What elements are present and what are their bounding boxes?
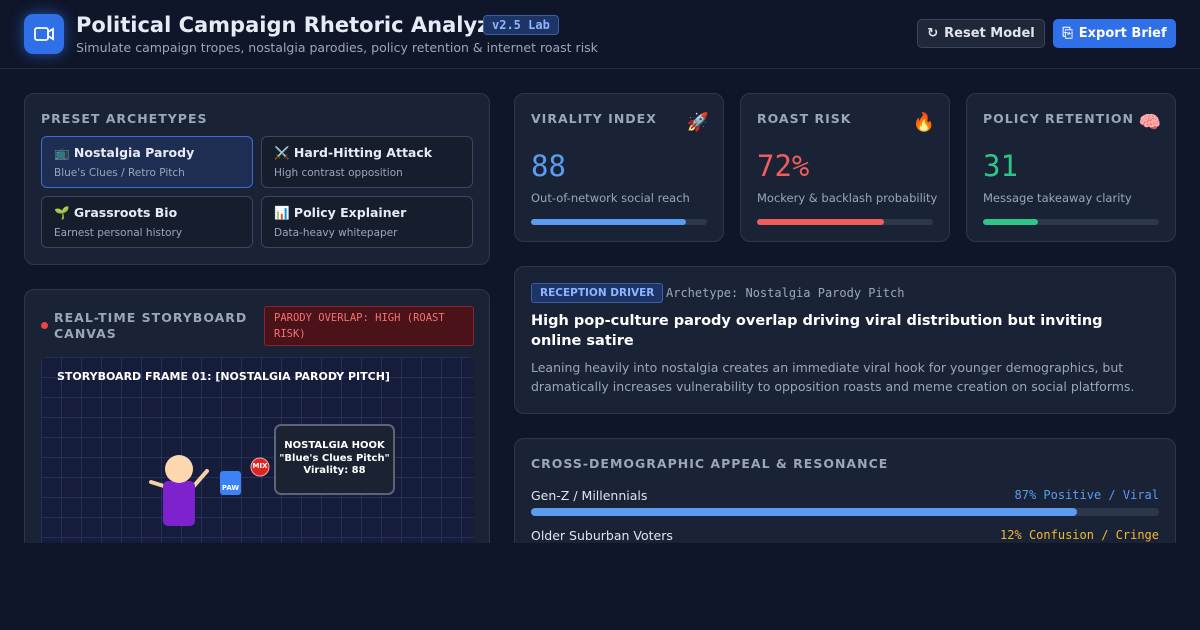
card-title: CROSS-DEMOGRAPHIC APPEAL & RESONANCE (531, 456, 889, 471)
progress-fill (757, 219, 884, 225)
button-label: Reset Model (944, 26, 1035, 41)
metric-icon: 🔥 (912, 112, 935, 133)
metric-card: POLICY RETENTION 🧠 31 Message takeaway clar… (966, 93, 1176, 242)
archetype-label: Archetype: Nostalgia Parody Pitch (666, 286, 905, 300)
metric-title: POLICY RETENTION (983, 111, 1134, 126)
metric-caption: Out-of-network social reach (531, 191, 690, 205)
alert-badge: PARODY OVERLAP: HIGH (ROAST RISK) (264, 306, 474, 346)
card-title: PRESET ARCHETYPES (41, 111, 208, 126)
version-badge: v2.5 Lab (483, 15, 559, 35)
metric-card: VIRALITY INDEX 🚀 88 Out-of-network social r… (514, 93, 724, 242)
storyboard-frame: STORYBOARD FRAME 01: [NOSTALGIA PARODY P… (41, 357, 474, 543)
preset-sub: Earnest personal history (54, 227, 183, 239)
driver-body: Leaning heavily into nostalgia creates a… (531, 360, 1135, 394)
preset-sub: Data-heavy whitepaper (274, 227, 398, 239)
metric-value: 72% (757, 149, 810, 183)
card-title: REAL-TIME STORYBOARD CANVAS (54, 310, 248, 341)
demo-name: Older Suburban Voters (531, 528, 673, 543)
metric-title: ROAST RISK (757, 111, 852, 126)
metric-title: VIRALITY INDEX (531, 111, 657, 126)
metric-icon: 🧠 (1138, 112, 1161, 133)
preset-option[interactable]: 📊 Policy Explainer Data-heavy whitepaper (261, 196, 473, 248)
paw-label: PAW (221, 484, 240, 492)
preset-label: 📺 Nostalgia Parody (54, 145, 195, 160)
demo-value: 87% Positive / Viral (1014, 488, 1160, 502)
preset-sub: Blue's Clues / Retro Pitch (54, 167, 185, 179)
preset-label: ⚔️ Hard-Hitting Attack (274, 145, 433, 160)
demo-name: Gen-Z / Millennials (531, 488, 648, 503)
reset-button[interactable]: ↻ Reset Model (917, 19, 1045, 48)
progress-fill (983, 219, 1038, 225)
progress-fill (531, 508, 1078, 516)
preset-label: 📊 Policy Explainer (274, 205, 407, 220)
app-icon (24, 14, 64, 54)
metric-caption: Message takeaway clarity (983, 191, 1132, 205)
metric-value: 88 (531, 149, 566, 183)
hook-title: NOSTALGIA HOOK (284, 440, 385, 451)
frame-title: STORYBOARD FRAME 01: [NOSTALGIA PARODY P… (57, 370, 390, 383)
progress-track (531, 219, 707, 225)
driver-headline: High pop-culture parody overlap driving … (531, 313, 1103, 349)
mix-sign (250, 457, 270, 477)
driver-card: RECEPTION DRIVER Archetype: Nostalgia Pa… (514, 266, 1176, 414)
storyboard-art (149, 455, 270, 526)
paw-sign (220, 471, 241, 495)
preset-label: 🌱 Grassroots Bio (54, 205, 178, 220)
metric-icon: 🚀 (686, 112, 709, 133)
storyboard-card: REAL-TIME STORYBOARD CANVAS PARODY OVERL… (24, 289, 490, 543)
metric-card: ROAST RISK 🔥 72% Mockery & backlash probabi… (740, 93, 950, 242)
preset-option[interactable]: 🌱 Grassroots Bio Earnest personal history (41, 196, 253, 248)
hook-name: "Blue's Clues Pitch" (279, 452, 390, 464)
metric-caption: Mockery & backlash probability (757, 191, 938, 205)
progress-track (983, 219, 1159, 225)
metric-value: 31 (983, 149, 1018, 183)
progress-fill (531, 219, 686, 225)
progress-track (531, 508, 1159, 516)
presets-card: PRESET ARCHETYPES 📺 Nostalgia Parody Blue… (24, 93, 490, 265)
preset-sub: High contrast opposition (274, 167, 403, 179)
hook-virality: Virality: 88 (303, 465, 366, 476)
preset-option[interactable]: 📺 Nostalgia Parody Blue's Clues / Retro P… (41, 136, 253, 188)
arm (191, 469, 209, 489)
preset-option[interactable]: ⚔️ Hard-Hitting Attack High contrast oppo… (261, 136, 473, 188)
viewport: Political Campaign Rhetoric Analyzer v2.… (0, 0, 1200, 543)
driver-badge: RECEPTION DRIVER (531, 283, 664, 303)
camera-icon (34, 27, 54, 41)
demographics-card: CROSS-DEMOGRAPHIC APPEAL & RESONANCE Gen… (514, 438, 1176, 543)
body (163, 481, 195, 526)
live-dot (41, 322, 48, 329)
export-button[interactable]: ⎘ Export Brief (1053, 19, 1176, 48)
app-subtitle: Simulate campaign tropes, nostalgia paro… (76, 40, 598, 55)
hook-box: NOSTALGIA HOOK "Blue's Clues Pitch" Vira… (274, 424, 395, 495)
mix-label: MIX (252, 462, 268, 470)
header: Political Campaign Rhetoric Analyzer v2.… (0, 0, 1200, 69)
progress-track (757, 219, 933, 225)
head (165, 455, 193, 483)
button-label: Export Brief (1078, 26, 1167, 41)
demo-value: 12% Confusion / Cringe (1000, 528, 1159, 542)
app-title: Political Campaign Rhetoric Analyzer (76, 13, 514, 37)
